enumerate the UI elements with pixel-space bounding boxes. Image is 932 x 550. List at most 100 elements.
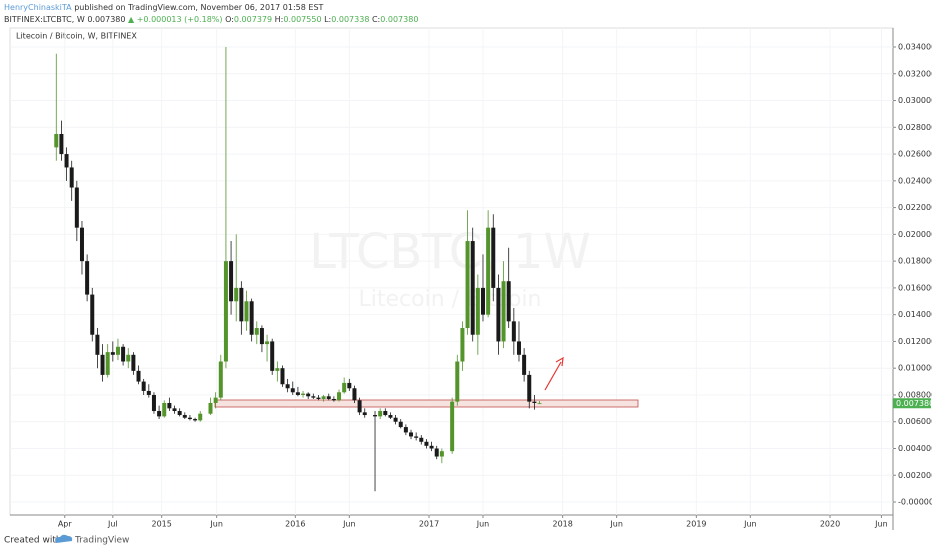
candle-body xyxy=(95,334,100,355)
candle-body xyxy=(69,167,74,188)
candle-body xyxy=(74,187,79,228)
candle-body xyxy=(506,281,511,322)
chart-title: Litecoin / Bitcoin, W, BITFINEX xyxy=(16,32,137,41)
watermark-sub: Litecoin / Bitcoin xyxy=(359,287,542,312)
candle-body xyxy=(326,396,331,399)
candle-body xyxy=(450,401,455,452)
candle-body xyxy=(470,241,475,335)
candle-body xyxy=(475,287,480,335)
x-tick-label: Jul xyxy=(107,520,118,529)
author: HenryChinaskiTA xyxy=(4,3,72,12)
candle-body xyxy=(527,374,532,402)
x-tick-label: 2016 xyxy=(285,520,305,529)
ohlc-line: BITFINEX:LTCBTC, W 0.007380 ▲ +0.000013 … xyxy=(4,15,418,24)
brand-icon xyxy=(55,534,73,543)
footer xyxy=(0,530,932,550)
x-tick-label: 2015 xyxy=(151,520,171,529)
candle-body xyxy=(465,241,470,329)
candle-body xyxy=(229,261,234,302)
candle-body xyxy=(249,301,254,335)
candle-body xyxy=(172,408,177,412)
candle-body xyxy=(419,437,424,442)
candle-body xyxy=(501,281,506,342)
candle-body xyxy=(85,261,90,295)
candle-body xyxy=(126,354,131,362)
candle-body xyxy=(259,328,264,345)
candle-body xyxy=(105,352,110,375)
candle-body xyxy=(460,328,465,362)
candle-body xyxy=(193,419,198,421)
candle-body xyxy=(532,401,537,403)
candle-body xyxy=(301,393,306,395)
candle-body xyxy=(347,382,352,389)
brand: TradingView xyxy=(74,536,129,546)
x-tick-label: Jun xyxy=(874,520,888,529)
c-value: 0.007380 xyxy=(380,15,418,24)
candle-body xyxy=(157,411,162,417)
x-tick-label: Jun xyxy=(209,520,223,529)
candle-body xyxy=(455,361,460,402)
candle-body xyxy=(290,388,295,393)
candle-body xyxy=(265,341,270,345)
candle-body xyxy=(167,402,172,409)
candle-body xyxy=(537,403,542,405)
footer-text: Created with xyxy=(4,536,62,546)
candle-body xyxy=(234,287,239,302)
candle-body xyxy=(491,227,496,288)
candle-body xyxy=(373,415,378,417)
support-zone xyxy=(214,399,639,408)
x-tick-label: 2019 xyxy=(686,520,706,529)
symbol: BITFINEX:LTCBTC, W xyxy=(4,15,85,24)
candle-body xyxy=(321,396,326,399)
candle-body xyxy=(187,417,192,420)
candle-body xyxy=(342,382,347,393)
o-label: O: xyxy=(225,15,234,24)
candle-body xyxy=(393,417,398,422)
candle-body xyxy=(285,384,290,389)
x-tick-label: Jun xyxy=(476,520,490,529)
x-tick-label: Jun xyxy=(609,520,623,529)
price: 0.007380 xyxy=(87,15,125,24)
candle-body xyxy=(59,133,64,155)
c-label: C: xyxy=(372,15,380,24)
candle-body xyxy=(131,354,136,371)
candle-body xyxy=(522,354,527,375)
candle-body xyxy=(270,341,275,371)
candle-body xyxy=(409,432,414,437)
candle-body xyxy=(151,394,156,412)
candle-body xyxy=(223,261,228,362)
candle-body xyxy=(480,287,485,315)
candle-body xyxy=(110,352,115,355)
candle-body xyxy=(208,402,213,414)
candle-body xyxy=(439,451,444,457)
candle-body xyxy=(357,400,362,413)
candle-body xyxy=(79,227,84,262)
candle-body xyxy=(398,421,403,428)
candle-body xyxy=(516,341,521,355)
candle-body xyxy=(162,402,167,417)
candle-body xyxy=(136,370,141,382)
y-tick-label: 0.034000 xyxy=(898,43,932,52)
change: ▲ +0.000013 (+0.18%) xyxy=(128,15,222,24)
watermark: LTCBTC, 1W xyxy=(309,224,591,280)
candle-body xyxy=(64,154,69,168)
candle-body xyxy=(141,381,146,391)
candle-body xyxy=(115,346,120,355)
candle-body xyxy=(311,396,316,398)
arrow-head xyxy=(555,356,564,367)
candle-body xyxy=(275,368,280,371)
l-label: L: xyxy=(324,15,331,24)
header-line: HenryChinaskiTA published on TradingView… xyxy=(4,3,324,12)
candle-body xyxy=(316,397,321,399)
l-value: 0.007338 xyxy=(331,15,369,24)
candle-body xyxy=(331,398,336,401)
